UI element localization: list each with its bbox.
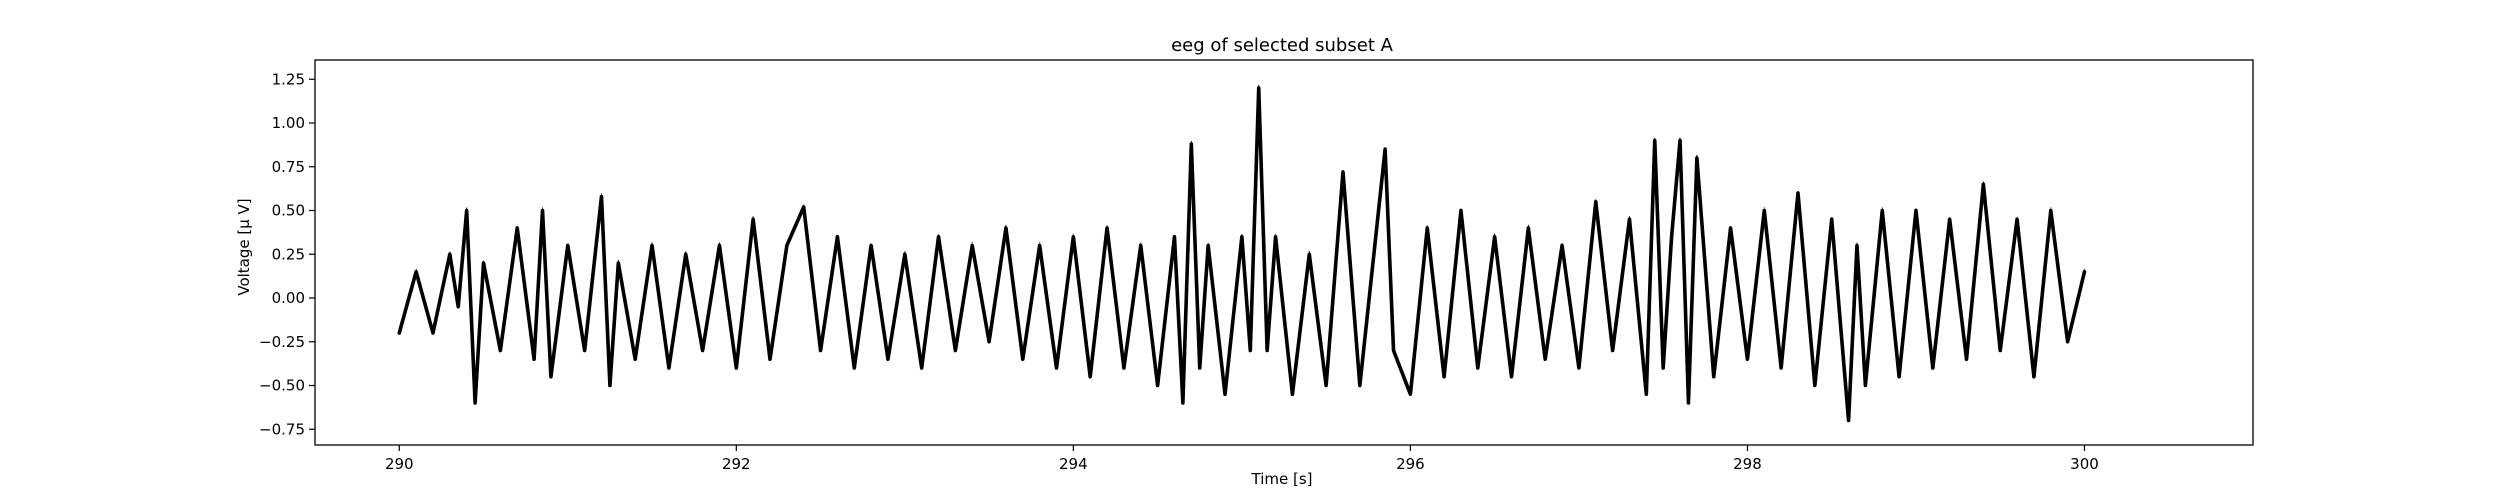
y-axis-ticks: −0.75 −0.50 −0.25 0.00 0.25 0.50 0.75 1.00 1.25 (259, 70, 315, 438)
y-tick-label: 0.75 (272, 158, 305, 176)
y-tick-label: 0.25 (272, 245, 305, 263)
x-tick-label: 294 (1059, 455, 1088, 473)
y-tick-label: 0.00 (272, 289, 305, 307)
y-tick-label: 1.00 (272, 114, 305, 132)
y-tick-label: −0.50 (259, 377, 305, 395)
x-axis-label: Time [s] (1251, 470, 1313, 488)
plot-area-frame (314, 59, 2254, 446)
y-tick-label: −0.75 (259, 420, 305, 438)
x-axis-ticks: 290 292 294 296 298 300 (385, 445, 2099, 473)
y-tick-label: 0.50 (272, 202, 305, 220)
y-tick-label: 1.25 (272, 70, 305, 88)
series-layer (397, 84, 2087, 423)
x-tick-label: 292 (722, 455, 751, 473)
x-tick-label: 290 (385, 455, 414, 473)
x-tick-label: 296 (1396, 455, 1425, 473)
x-tick-label: 300 (2070, 455, 2099, 473)
x-tick-label: 298 (1733, 455, 1762, 473)
y-axis-label: Voltage [μ V] (235, 198, 253, 295)
series-line (397, 86, 2087, 423)
y-tick-label: −0.25 (259, 333, 305, 351)
chart-title: eeg of selected subset A (1171, 35, 1394, 56)
